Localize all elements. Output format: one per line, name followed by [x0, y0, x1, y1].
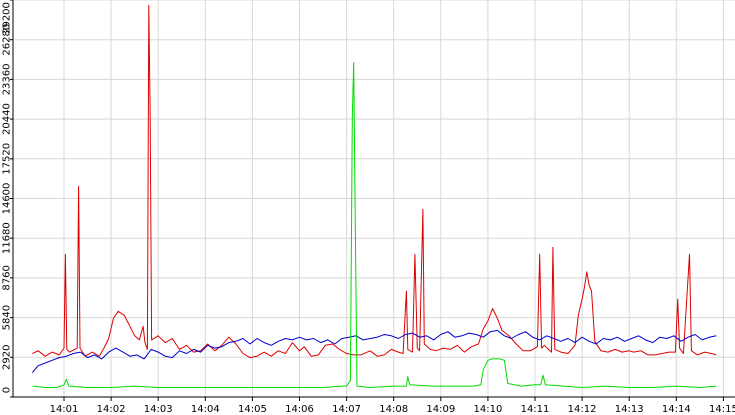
y-tick-label: 17520 — [2, 143, 13, 175]
y-tick-label: 29200 — [2, 2, 13, 34]
y-tick-label: 23360 — [2, 63, 13, 95]
x-tick-label: 14:07 — [332, 404, 361, 415]
series-layer — [32, 4, 717, 388]
x-tick-label: 14:10 — [473, 404, 502, 415]
x-tick-label: 14:02 — [97, 404, 126, 415]
x-tick-label: 14:13 — [615, 404, 644, 415]
x-tick-label: 14:14 — [662, 404, 691, 415]
x-tick-label: 14:06 — [285, 404, 314, 415]
x-tick-label: 14:03 — [144, 404, 173, 415]
y-tick-label: 5840 — [2, 305, 13, 330]
series-line-1 — [32, 4, 717, 359]
x-tick-label: 14:12 — [568, 404, 597, 415]
horizontal-gridlines — [13, 0, 735, 358]
y-tick-label: 8760 — [2, 265, 13, 290]
series-line-2 — [32, 329, 717, 373]
series-line-3 — [32, 62, 717, 388]
y-tick-labels: 0 2920 5840 8760 11680 14600 17520 20440 23360 26… — [2, 0, 13, 398]
y-tick-label: 20440 — [2, 103, 13, 135]
x-tick-label: 14:05 — [238, 404, 267, 415]
x-tick-labels: 14:01 14:02 14:03 14:04 14:05 14:06 14:07 14:08… — [50, 397, 735, 415]
x-tick-label: 14:11 — [521, 404, 550, 415]
x-tick-label: 14:01 — [50, 404, 79, 415]
x-tick-label: 14:15 — [709, 404, 735, 415]
y-tick-label: 0 — [2, 387, 13, 393]
x-tick-label: 14:09 — [426, 404, 455, 415]
y-tick-label: 14600 — [2, 183, 13, 215]
y-tick-label: 11680 — [2, 222, 13, 254]
y-tick-label: 26280 — [2, 24, 13, 56]
x-tick-label: 14:08 — [379, 404, 408, 415]
x-tick-label: 14:04 — [191, 404, 220, 415]
y-tick-label: 2920 — [2, 345, 13, 370]
